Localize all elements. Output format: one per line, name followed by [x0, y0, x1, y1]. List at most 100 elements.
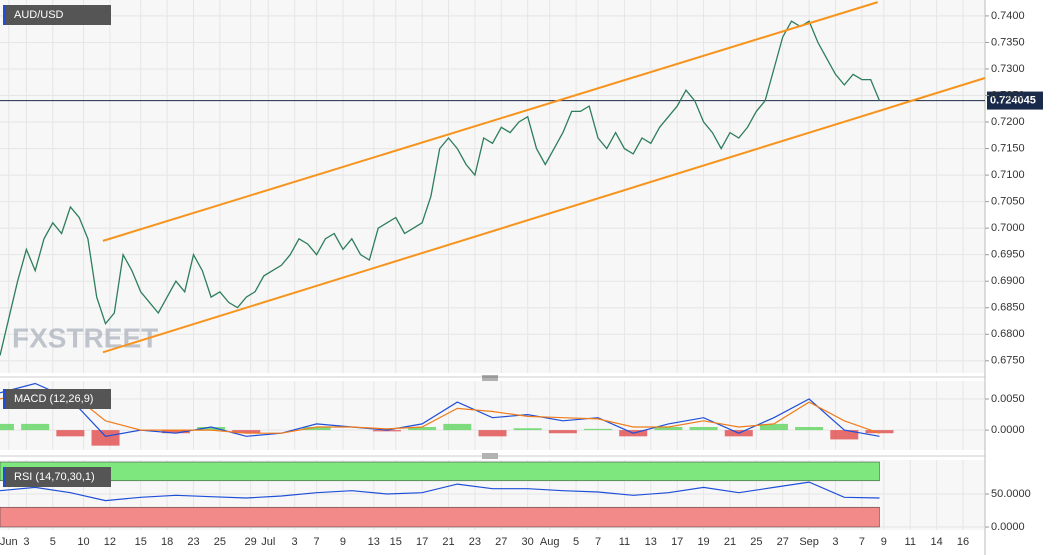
resize-handle[interactable]: [482, 375, 498, 381]
histogram-bar: [197, 427, 226, 431]
oversold-band: [0, 506, 880, 528]
histogram-bar: [513, 428, 542, 431]
x-tick-label: 9: [881, 536, 887, 548]
indicator-label: AUD/USD: [3, 5, 111, 25]
overbought-band: [0, 461, 880, 482]
x-tick-label: 10: [77, 536, 89, 548]
label-accent: [3, 5, 6, 25]
x-tick-label: 14: [931, 536, 943, 548]
histogram-bar: [408, 427, 437, 431]
y-tick-label: 0.7350: [991, 36, 1025, 48]
histogram-bar: [232, 430, 261, 434]
x-tick-label: Sep: [799, 536, 819, 548]
last-price-box: [987, 91, 1043, 110]
macd-line: [0, 389, 880, 434]
price-line: [0, 20, 881, 356]
x-tick-label: 18: [161, 536, 173, 548]
histogram-bar: [830, 430, 859, 440]
histogram-bar: [0, 423, 14, 431]
indicator-label: RSI (14,70,30,1): [3, 467, 111, 487]
x-tick-label: 17: [671, 536, 683, 548]
label-text: AUD/USD: [14, 9, 64, 21]
y-tick-label: 0.0000: [991, 424, 1025, 436]
y-tick-label: 0.6850: [991, 302, 1025, 314]
y-tick-label: 0.7100: [991, 169, 1025, 181]
x-tick-label: Jul: [261, 536, 275, 548]
x-tick-label: 27: [495, 536, 507, 548]
histogram-bar: [372, 430, 401, 432]
x-tick-label: 21: [442, 536, 454, 548]
x-tick-label: 7: [859, 536, 865, 548]
y-tick-label: 50.0000: [991, 488, 1031, 500]
label-box: [3, 467, 111, 487]
x-tick-label: 7: [314, 536, 320, 548]
y-tick-label: 0.7300: [991, 63, 1025, 75]
x-tick-label: 5: [573, 536, 579, 548]
histogram-bar: [21, 423, 50, 431]
overlay: 0.724045: [0, 91, 1043, 110]
y-tick-label: 0.6900: [991, 275, 1025, 287]
histogram-bar: [302, 427, 331, 431]
x-tick-label: 7: [595, 536, 601, 548]
y-tick-label: 0.7150: [991, 142, 1025, 154]
x-tick-label: 12: [104, 536, 116, 548]
y-tick-label: 0.7050: [991, 196, 1025, 208]
x-tick-label: 13: [368, 536, 380, 548]
x-tick-label: 23: [187, 536, 199, 548]
x-tick-label: 23: [469, 536, 481, 548]
y-tick-label: 0.7400: [991, 10, 1025, 22]
indicator-label: MACD (12,26,9): [3, 389, 111, 409]
x-tick-label: 15: [390, 536, 402, 548]
x-tick-label: 9: [340, 536, 346, 548]
x-tick-label: 27: [777, 536, 789, 548]
x-tick-label: 17: [416, 536, 428, 548]
x-tick-label: 21: [724, 536, 736, 548]
watermark: FXSTREET: [12, 322, 158, 353]
x-tick-label: 19: [697, 536, 709, 548]
histogram-bar: [654, 427, 683, 431]
histogram-bar: [548, 430, 577, 434]
label-text: RSI (14,70,30,1): [14, 471, 95, 483]
x-tick-label: Aug: [540, 536, 560, 548]
x-tick-label: 29: [245, 536, 257, 548]
x-tick-label: 5: [50, 536, 56, 548]
histogram-bar: [91, 430, 120, 446]
y-tick-label: 0.6950: [991, 249, 1025, 261]
x-tick-label: 11: [619, 536, 630, 548]
histogram-bar: [478, 430, 507, 437]
histogram-bar: [443, 423, 472, 431]
x-tick-label: 15: [135, 536, 147, 548]
histogram-bar: [759, 423, 788, 431]
y-tick-label: 0.7000: [991, 222, 1025, 234]
y-tick-label: 0.6800: [991, 328, 1025, 340]
layer: FXSTREET: [0, 0, 985, 530]
x-tick-label: 3: [23, 536, 29, 548]
y-tick-label: 0.7250: [991, 89, 1025, 101]
y-tick-label: 0.7200: [991, 116, 1025, 128]
histogram-bar: [584, 428, 613, 431]
resize-handle[interactable]: [482, 453, 498, 459]
macd-panel: [0, 381, 985, 450]
price-panel: [0, 0, 985, 373]
x-tick-label: Jun: [0, 536, 18, 548]
label-box: [3, 389, 111, 409]
x-tick-label: 25: [750, 536, 762, 548]
y-tick-label: 0.6750: [991, 355, 1025, 367]
label-box: [3, 5, 111, 25]
last-price-label: 0.724045: [990, 94, 1036, 106]
x-tick-label: 3: [832, 536, 838, 548]
channel-line: [102, 1, 878, 242]
y-tick-label: 0.0000: [991, 521, 1025, 533]
x-tick-label: 16: [957, 536, 969, 548]
x-tick-label: 3: [292, 536, 298, 548]
label-accent: [3, 389, 6, 409]
rsi-line: [0, 481, 880, 502]
histogram-bar: [689, 427, 718, 431]
y-tick-label: 0.0050: [991, 393, 1025, 405]
histogram-bar: [795, 427, 824, 431]
label-text: MACD (12,26,9): [14, 393, 93, 405]
histogram-bar: [161, 430, 190, 434]
histogram-bar: [865, 430, 894, 434]
x-tick-label: 25: [214, 536, 226, 548]
